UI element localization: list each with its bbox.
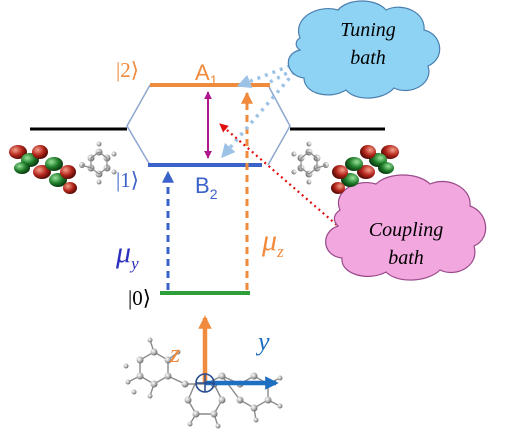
left-molecule-icon — [9, 141, 117, 194]
mu-z-label: μz — [261, 224, 284, 261]
coupling-bath-cloud: Coupling bath — [325, 174, 487, 281]
tuning-arrow-to-b2 — [220, 58, 307, 159]
tuning-bath-label-line1: Tuning — [340, 19, 396, 41]
coupling-bath-label-line1: Coupling — [369, 219, 443, 241]
state-0-label: |0⟩ — [128, 286, 151, 310]
state-1-label: |1⟩ — [116, 168, 139, 192]
central-molecule-icon — [123, 337, 283, 429]
tuning-bath-label-line2: bath — [350, 47, 386, 69]
mu-y-label: μy — [115, 236, 139, 273]
state-2-label: |2⟩ — [116, 58, 139, 82]
z-axis-label: z — [169, 339, 180, 368]
y-axis-label: y — [255, 327, 270, 356]
tuning-bath-cloud: Tuning bath — [287, 0, 441, 99]
b2-label: B2 — [195, 173, 218, 202]
coupling-bath-arrow — [219, 123, 346, 233]
right-molecule-icon — [291, 141, 399, 194]
a1-label: A1 — [195, 60, 218, 88]
coupling-bath-label-line2: bath — [388, 247, 424, 269]
